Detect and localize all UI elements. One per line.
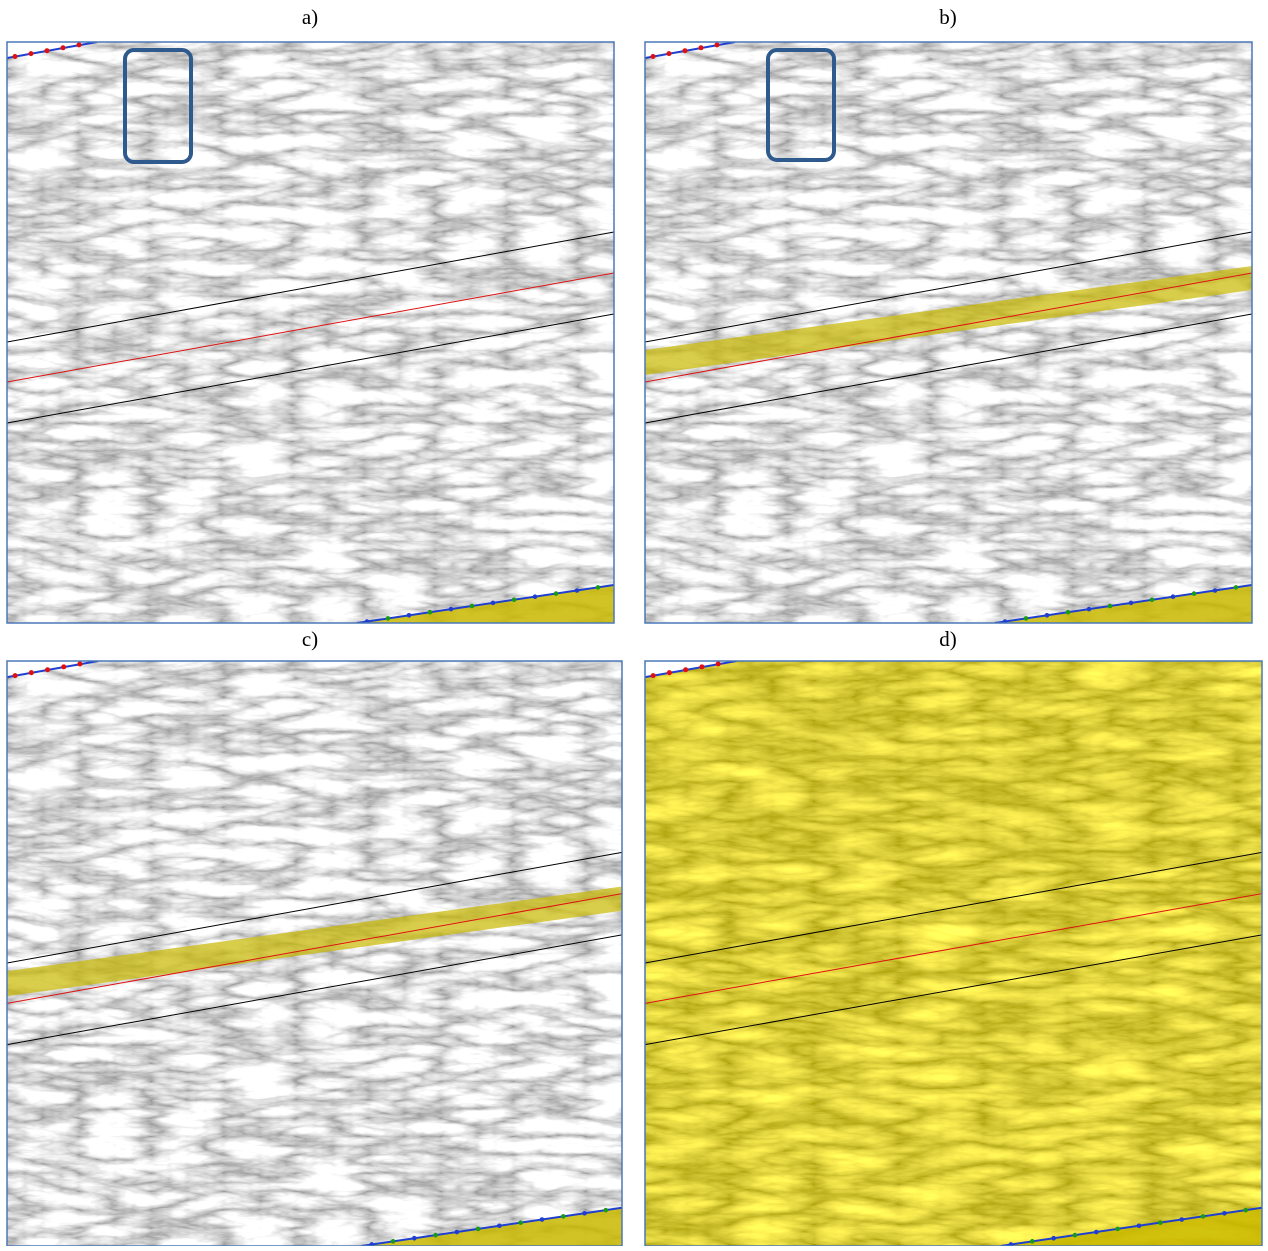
track-marker xyxy=(1201,1214,1206,1219)
track-marker xyxy=(1030,1239,1035,1244)
track-marker xyxy=(1045,613,1050,618)
track-marker xyxy=(428,610,433,615)
track-marker xyxy=(667,670,672,675)
track-marker xyxy=(1051,1236,1056,1241)
track-marker xyxy=(683,48,688,53)
track-marker xyxy=(699,664,704,669)
sonar-image xyxy=(7,661,622,1246)
track-marker xyxy=(386,616,391,621)
track-marker xyxy=(651,54,656,59)
track-marker xyxy=(497,1223,502,1228)
page: a) b) c) d) (() => { const data = JSON.p… xyxy=(0,0,1268,1246)
track-marker xyxy=(651,673,656,678)
panel-label: a) xyxy=(302,5,318,29)
track-marker xyxy=(13,673,18,678)
track-marker xyxy=(715,42,720,47)
seabed-texture xyxy=(7,42,614,623)
track-marker xyxy=(407,613,412,618)
track-marker xyxy=(561,1214,566,1219)
track-marker xyxy=(683,667,688,672)
track-marker xyxy=(29,670,34,675)
track-marker xyxy=(518,1220,523,1225)
track-marker xyxy=(575,588,580,593)
track-marker xyxy=(13,54,18,59)
track-marker xyxy=(77,661,82,666)
track-marker xyxy=(667,51,672,56)
track-marker xyxy=(77,42,82,47)
track-marker xyxy=(716,661,721,666)
track-marker xyxy=(476,1227,481,1232)
sonar-image xyxy=(645,42,1252,624)
panel-label: b) xyxy=(939,5,957,29)
panel-label: c) xyxy=(302,627,318,651)
track-marker xyxy=(1115,1227,1120,1232)
track-marker xyxy=(45,667,50,672)
track-marker xyxy=(699,45,704,50)
track-marker xyxy=(1234,585,1239,590)
track-marker xyxy=(512,598,517,603)
track-marker xyxy=(1213,588,1218,593)
track-marker xyxy=(1094,1230,1099,1235)
track-marker xyxy=(449,607,454,612)
track-marker xyxy=(1171,594,1176,599)
track-marker xyxy=(603,1208,608,1213)
track-marker xyxy=(470,604,475,609)
track-marker xyxy=(582,1211,587,1216)
track-marker xyxy=(596,585,601,590)
track-marker xyxy=(1108,604,1113,609)
track-marker xyxy=(45,48,50,53)
sonar-image xyxy=(7,42,614,624)
track-marker xyxy=(1243,1208,1248,1213)
track-marker xyxy=(533,594,538,599)
track-marker xyxy=(412,1236,417,1241)
track-marker xyxy=(1024,616,1029,621)
track-marker xyxy=(1066,610,1071,615)
track-marker xyxy=(1158,1220,1163,1225)
panel-label: d) xyxy=(939,627,957,651)
track-marker xyxy=(29,51,34,56)
seabed-texture xyxy=(645,661,1262,1246)
track-marker xyxy=(554,591,559,596)
track-marker xyxy=(391,1239,396,1244)
track-marker xyxy=(1129,601,1134,606)
track-marker xyxy=(540,1217,545,1222)
figure: a) b) c) d) xyxy=(0,0,1268,1246)
track-marker xyxy=(1073,1233,1078,1238)
track-marker xyxy=(1192,591,1197,596)
track-marker xyxy=(1222,1211,1227,1216)
track-marker xyxy=(455,1230,460,1235)
track-marker xyxy=(1087,607,1092,612)
track-marker xyxy=(1150,598,1155,603)
track-marker xyxy=(1179,1217,1184,1222)
track-marker xyxy=(61,45,66,50)
track-marker xyxy=(61,664,66,669)
track-marker xyxy=(491,601,496,606)
sonar-image xyxy=(645,661,1262,1246)
track-marker xyxy=(433,1233,438,1238)
track-marker xyxy=(1137,1223,1142,1228)
